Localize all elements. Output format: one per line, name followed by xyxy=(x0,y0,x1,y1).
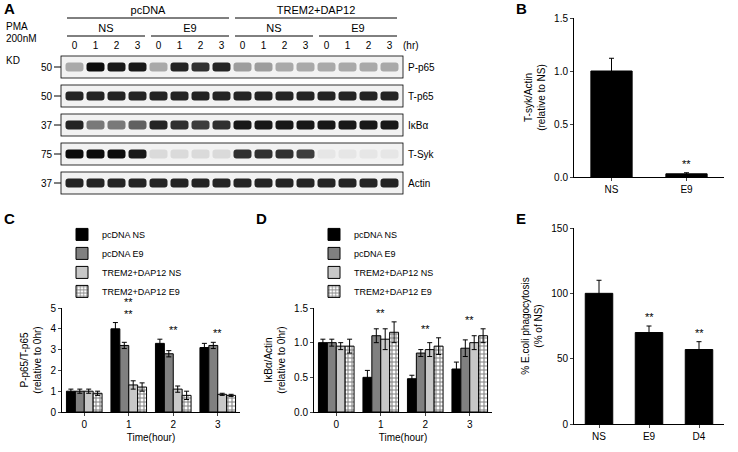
svg-text:0: 0 xyxy=(333,419,339,430)
svg-text:TREM2+DAP12 E9: TREM2+DAP12 E9 xyxy=(102,287,180,297)
svg-text:(hr): (hr) xyxy=(403,40,419,51)
svg-text:100: 100 xyxy=(551,288,568,299)
svg-text:TREM2+DAP12 NS: TREM2+DAP12 NS xyxy=(102,268,181,278)
svg-text:E9: E9 xyxy=(351,22,364,34)
svg-text:0.5: 0.5 xyxy=(294,372,308,383)
svg-text:1.5: 1.5 xyxy=(554,13,568,24)
svg-text:KD: KD xyxy=(6,55,20,66)
html-text:A: A xyxy=(4,0,15,17)
svg-text:E9: E9 xyxy=(643,431,656,442)
svg-text:1: 1 xyxy=(126,419,132,430)
svg-text:D4: D4 xyxy=(693,431,706,442)
svg-text:3: 3 xyxy=(303,40,309,51)
html-text:B: B xyxy=(516,0,527,17)
svg-text:IκBα/Actin(relative to 0hr): IκBα/Actin(relative to 0hr) xyxy=(263,326,287,393)
svg-text:1.0: 1.0 xyxy=(554,66,568,77)
svg-text:0: 0 xyxy=(324,40,330,51)
svg-text:T-p65: T-p65 xyxy=(408,91,434,102)
svg-text:3: 3 xyxy=(467,419,473,430)
svg-text:**: ** xyxy=(421,323,430,335)
svg-text:2: 2 xyxy=(198,40,204,51)
svg-text:**: ** xyxy=(124,296,133,308)
svg-text:**: ** xyxy=(376,307,385,319)
svg-text:0: 0 xyxy=(50,407,56,418)
svg-text:3: 3 xyxy=(135,40,141,51)
svg-text:**: ** xyxy=(695,327,704,339)
svg-text:50: 50 xyxy=(41,62,53,73)
svg-text:1: 1 xyxy=(378,419,384,430)
svg-text:pcDNA NS: pcDNA NS xyxy=(102,230,145,240)
svg-text:P-p65: P-p65 xyxy=(408,62,435,73)
svg-text:PMA: PMA xyxy=(6,21,28,32)
svg-text:T-syk/Actin(relative to NS): T-syk/Actin(relative to NS) xyxy=(523,64,547,131)
svg-text:Time(hour): Time(hour) xyxy=(379,432,428,443)
svg-text:37: 37 xyxy=(41,120,53,131)
html-text:D: D xyxy=(256,210,267,227)
svg-text:Time(hour): Time(hour) xyxy=(127,432,176,443)
svg-text:**: ** xyxy=(124,308,133,320)
svg-text:IκBα: IκBα xyxy=(408,120,428,131)
svg-text:37: 37 xyxy=(41,178,53,189)
svg-text:3: 3 xyxy=(219,40,225,51)
svg-text:pcDNA E9: pcDNA E9 xyxy=(102,249,144,259)
svg-text:0.0: 0.0 xyxy=(294,407,308,418)
svg-text:**: ** xyxy=(645,311,654,323)
svg-text:0: 0 xyxy=(562,419,568,430)
svg-text:NS: NS xyxy=(266,22,281,34)
svg-text:**: ** xyxy=(213,327,222,339)
svg-text:TREM2+DAP12: TREM2+DAP12 xyxy=(277,4,356,16)
svg-text:150: 150 xyxy=(551,223,568,234)
svg-text:3: 3 xyxy=(50,344,56,355)
svg-text:1.5: 1.5 xyxy=(294,303,308,314)
svg-text:1: 1 xyxy=(345,40,351,51)
html-text:C: C xyxy=(4,210,15,227)
svg-text:2: 2 xyxy=(50,365,56,376)
svg-text:50: 50 xyxy=(557,353,569,364)
svg-text:E9: E9 xyxy=(680,184,693,195)
svg-text:0: 0 xyxy=(156,40,162,51)
svg-text:1: 1 xyxy=(93,40,99,51)
svg-text:NS: NS xyxy=(98,22,113,34)
svg-text:0: 0 xyxy=(81,419,87,430)
svg-text:1: 1 xyxy=(50,386,56,397)
html-text:E: E xyxy=(516,210,526,227)
svg-text:2: 2 xyxy=(422,419,428,430)
svg-text:4: 4 xyxy=(50,323,56,334)
svg-text:0.0: 0.0 xyxy=(554,172,568,183)
svg-text:1: 1 xyxy=(261,40,267,51)
svg-text:pcDNA E9: pcDNA E9 xyxy=(354,249,396,259)
svg-text:50: 50 xyxy=(41,91,53,102)
svg-text:P-p65/T-p65(relative to 0hr): P-p65/T-p65(relative to 0hr) xyxy=(19,326,43,393)
svg-text:TREM2+DAP12 NS: TREM2+DAP12 NS xyxy=(354,268,433,278)
svg-text:pcDNA: pcDNA xyxy=(131,4,167,16)
svg-text:2: 2 xyxy=(282,40,288,51)
svg-text:0: 0 xyxy=(72,40,78,51)
svg-text:TREM2+DAP12 E9: TREM2+DAP12 E9 xyxy=(354,287,432,297)
svg-text:1: 1 xyxy=(177,40,183,51)
svg-text:2: 2 xyxy=(114,40,120,51)
svg-text:pcDNA NS: pcDNA NS xyxy=(354,230,397,240)
svg-text:% E.coli phagocytosis(% of NS): % E.coli phagocytosis(% of NS) xyxy=(520,277,544,374)
svg-text:2: 2 xyxy=(366,40,372,51)
svg-text:Actin: Actin xyxy=(408,178,430,189)
svg-text:5: 5 xyxy=(50,303,56,314)
svg-text:200nM: 200nM xyxy=(6,33,37,44)
svg-text:**: ** xyxy=(682,158,691,170)
svg-text:NS: NS xyxy=(605,184,619,195)
svg-text:3: 3 xyxy=(387,40,393,51)
svg-text:**: ** xyxy=(169,324,178,336)
svg-text:75: 75 xyxy=(41,149,53,160)
svg-text:1.0: 1.0 xyxy=(294,337,308,348)
svg-text:3: 3 xyxy=(215,419,221,430)
svg-text:2: 2 xyxy=(170,419,176,430)
svg-text:NS: NS xyxy=(592,431,606,442)
svg-text:**: ** xyxy=(465,314,474,326)
svg-text:E9: E9 xyxy=(183,22,196,34)
svg-text:0: 0 xyxy=(240,40,246,51)
svg-text:T-Syk: T-Syk xyxy=(408,149,435,160)
svg-text:0.5: 0.5 xyxy=(554,119,568,130)
